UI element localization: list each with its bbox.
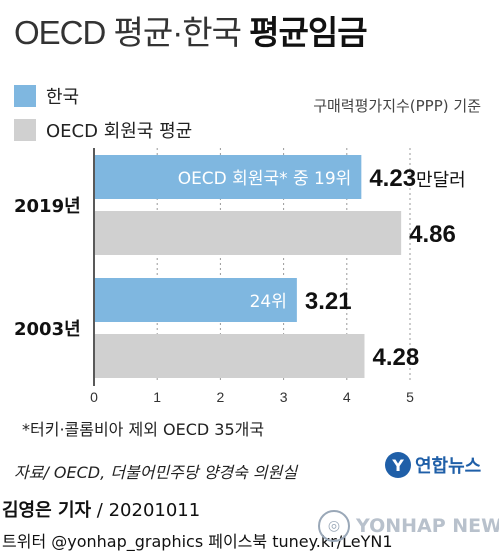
- yonhap-logo: Y 연합뉴스: [385, 452, 481, 478]
- title-main: OECD 평균·한국: [14, 14, 250, 51]
- footer: 김영은 기자 / 20201011 트위터 @yonhap_graphics 페…: [0, 490, 499, 556]
- legend-swatch-korea: [14, 85, 36, 107]
- inside-label-0: OECD 회원국* 중 19위: [178, 169, 352, 189]
- footnote: *터키·콜롬비아 제외 OECD 35개국: [22, 420, 265, 439]
- inside-label-1: 24위: [250, 292, 287, 312]
- x-tick-label-4: 4: [343, 389, 351, 405]
- bar-1-0: [95, 211, 402, 255]
- bar-0-1: [95, 278, 297, 322]
- bar-0-0: [95, 155, 362, 199]
- basis-note: 구매력평가지수(PPP) 기준: [313, 97, 481, 115]
- x-tick-label-3: 3: [280, 389, 288, 405]
- chart-title: OECD 평균·한국 평균임금: [14, 6, 368, 54]
- category-label-0: 2019년: [14, 196, 81, 217]
- bar-chart: 0 1 2 3 4 5 2019년 4.23만달러 OECD 회원국* 중 19위 4.86 200…: [14, 148, 466, 405]
- yonhap-logo-icon: Y: [385, 452, 411, 478]
- legend: 한국 OECD 회원국 평균: [14, 84, 192, 152]
- value-label-0-1: 3.21: [305, 288, 352, 315]
- legend-item-korea: 한국: [14, 84, 192, 108]
- value-label-0-0: 4.23만달러: [369, 165, 465, 192]
- source: 자료/ OECD, 더불어민주당 양경숙 의원실: [14, 463, 298, 482]
- x-tick-label-1: 1: [153, 389, 161, 405]
- legend-label-oecd: OECD 회원국 평균: [46, 121, 193, 142]
- category-label-1: 2003년: [14, 319, 81, 340]
- value-label-1-0: 4.86: [409, 221, 456, 248]
- watermark: ◎ YONHAP NEWS: [318, 510, 499, 542]
- yonhap-logo-text: 연합뉴스: [415, 456, 482, 477]
- title-bold: 평균임금: [249, 14, 367, 51]
- watermark-text: YONHAP NEWS: [356, 515, 499, 537]
- legend-label-korea: 한국: [46, 87, 80, 108]
- x-tick-label-2: 2: [217, 389, 225, 405]
- social-links: 트위터 @yonhap_graphics 페이스북 tuney.kr/LeYN1: [2, 532, 393, 551]
- value-label-1-1: 4.28: [372, 344, 419, 371]
- byline: 김영은 기자 / 20201011: [2, 496, 200, 522]
- legend-item-oecd: OECD 회원국 평균: [14, 118, 192, 142]
- bar-1-1: [95, 334, 365, 378]
- legend-swatch-oecd: [14, 119, 36, 141]
- unit-suffix: 만달러: [416, 170, 466, 190]
- byline-date: / 20201011: [91, 500, 201, 521]
- x-tick-label-0: 0: [90, 389, 98, 405]
- watermark-icon: ◎: [318, 510, 350, 542]
- byline-name: 김영은 기자: [2, 500, 92, 521]
- x-tick-label-5: 5: [406, 389, 414, 405]
